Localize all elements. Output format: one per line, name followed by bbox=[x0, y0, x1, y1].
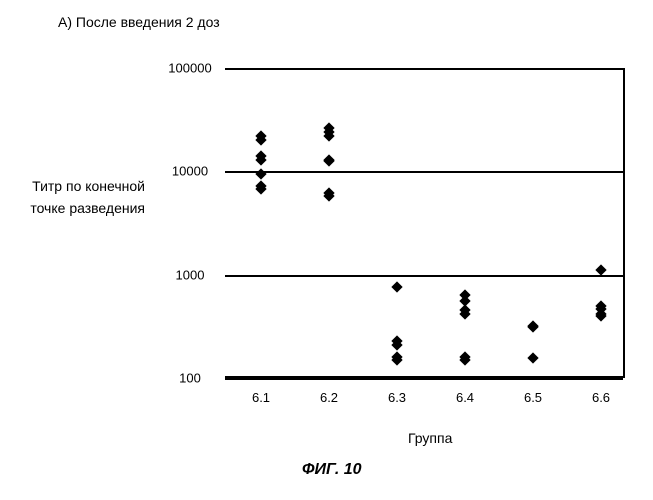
gridline bbox=[225, 171, 623, 173]
x-tick-label: 6.1 bbox=[252, 390, 270, 405]
data-point bbox=[595, 264, 606, 275]
x-tick-label: 6.6 bbox=[592, 390, 610, 405]
gridline bbox=[225, 68, 623, 70]
scatter-plot bbox=[225, 68, 625, 378]
y-tick-label: 1000 bbox=[176, 267, 205, 282]
y-axis-label: Титр по конечной точке разведения bbox=[10, 175, 145, 220]
gridline bbox=[225, 378, 623, 380]
y-tick-label: 100000 bbox=[168, 61, 211, 76]
figure-label: ФИГ. 10 bbox=[302, 461, 362, 479]
y-tick-label: 100 bbox=[179, 371, 201, 386]
y-tick-label: 10000 bbox=[172, 164, 208, 179]
panel-title: А) После введения 2 доз bbox=[58, 14, 220, 30]
gridline bbox=[225, 275, 623, 277]
x-tick-label: 6.5 bbox=[524, 390, 542, 405]
data-point bbox=[391, 281, 402, 292]
x-tick-label: 6.4 bbox=[456, 390, 474, 405]
y-axis-label-line-2: точке разведения bbox=[10, 197, 145, 219]
y-axis-label-line-1: Титр по конечной bbox=[10, 175, 145, 197]
x-axis-label: Группа bbox=[408, 430, 452, 446]
x-tick-label: 6.2 bbox=[320, 390, 338, 405]
x-tick-label: 6.3 bbox=[388, 390, 406, 405]
data-point bbox=[255, 168, 266, 179]
data-point bbox=[527, 353, 538, 364]
